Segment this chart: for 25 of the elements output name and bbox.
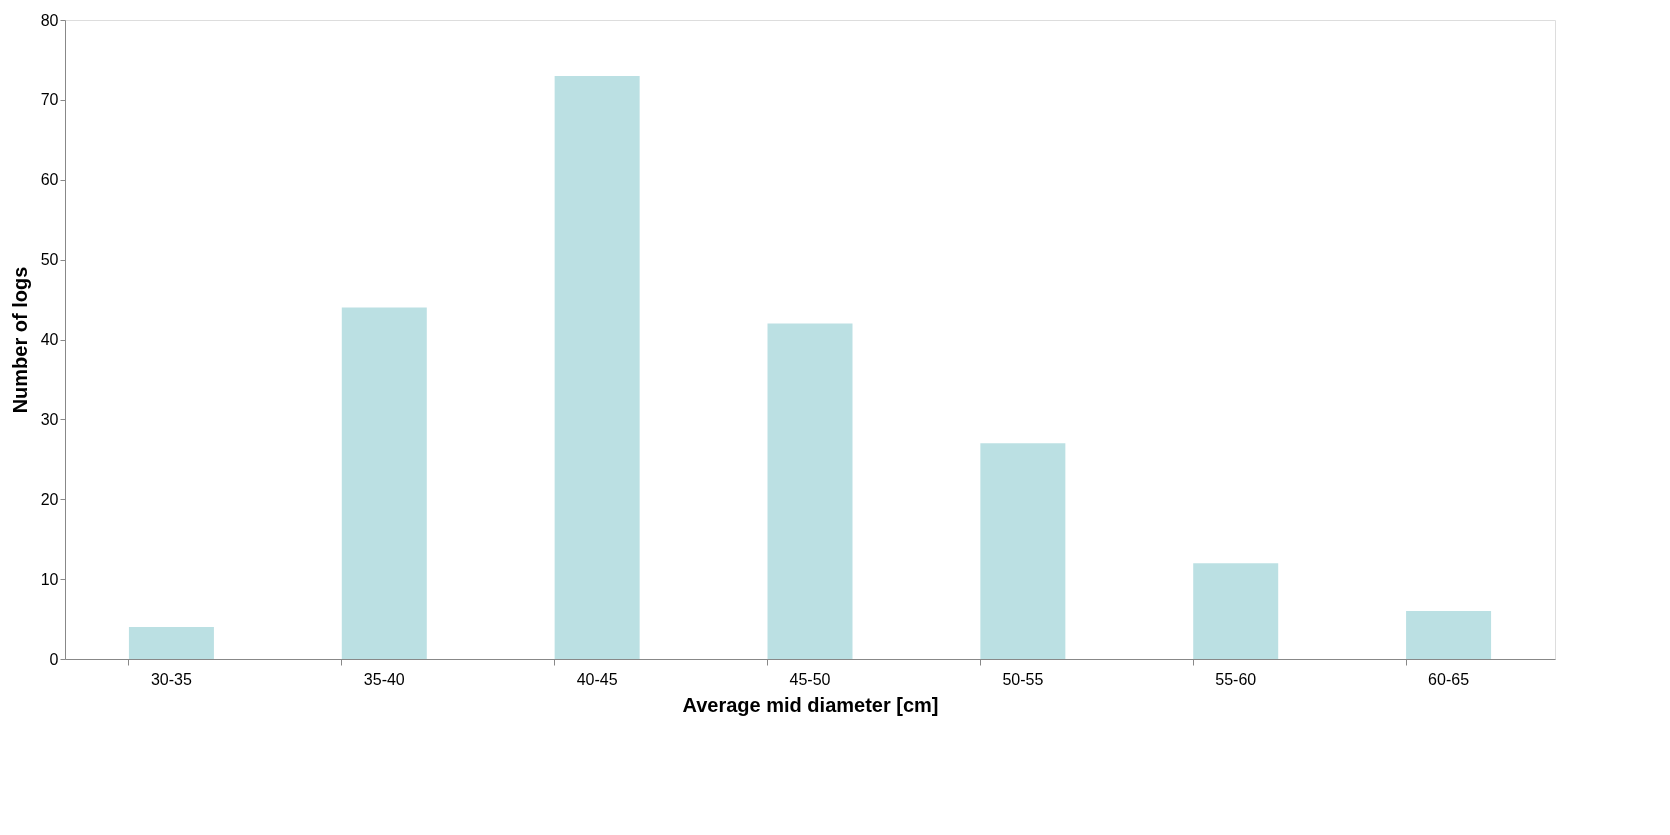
x-tick-label: 50-55 [1002,670,1044,688]
x-tick-label: 35-40 [363,670,405,688]
x-tick-label: 60-65 [1428,670,1470,688]
y-tick-label: 80 [40,11,59,29]
x-axis-title: Average mid diameter [cm] [682,693,939,716]
y-tick-label: 20 [40,490,59,508]
y-tick-label: 30 [40,410,59,428]
x-tick-label: 40-45 [576,670,618,688]
bar [1193,563,1279,659]
y-tick-label: 70 [40,91,59,109]
x-tick-label: 55-60 [1215,670,1257,688]
bar [554,75,640,659]
bar [128,627,214,659]
y-tick-label: 50 [40,251,59,269]
y-axis-title: Number of logs [8,266,31,414]
y-tick-label: 60 [40,171,59,189]
bar [341,307,427,659]
bar [767,323,853,659]
bar [980,443,1066,659]
y-tick-label: 40 [40,331,59,348]
bar [1406,611,1492,659]
x-tick-label: 30-35 [150,670,192,688]
y-tick-label: 0 [49,650,59,668]
x-tick-label: 45-50 [789,670,831,688]
y-tick-label: 10 [40,570,59,588]
